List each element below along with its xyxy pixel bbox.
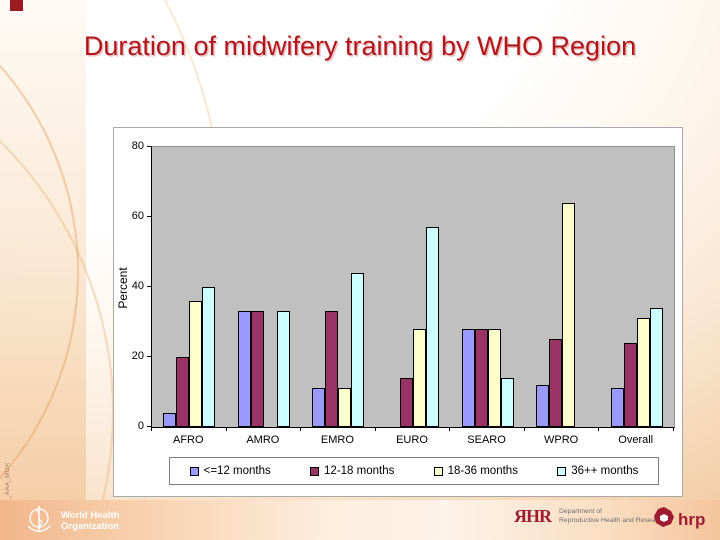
bar-searo--12-months bbox=[461, 329, 475, 427]
bar-euro-12-18-months bbox=[399, 378, 413, 427]
watermark-text: BB_AAA_MGR bbox=[5, 462, 11, 508]
legend-label: 36++ months bbox=[571, 465, 639, 477]
x-tick-mark bbox=[375, 427, 376, 431]
hrp-hexagon-icon bbox=[652, 505, 676, 534]
x-tick-mark bbox=[449, 427, 450, 431]
x-tick-mark bbox=[226, 427, 227, 431]
bar-wpro--12-months bbox=[536, 385, 550, 427]
bar-searo-18-36-months bbox=[487, 329, 501, 427]
bar-emro-36-months bbox=[351, 273, 365, 427]
x-category-label: EMRO bbox=[320, 434, 354, 446]
bar-afro-18-36-months bbox=[189, 301, 203, 427]
rhr-dept-line1: Department of bbox=[559, 508, 603, 516]
hrp-logo-text: hrp bbox=[678, 509, 706, 529]
footer-band: World Health Organization ЯHR Department… bbox=[0, 500, 720, 540]
bar-euro-36-months bbox=[425, 227, 439, 427]
bar-overall-12-18-months bbox=[623, 343, 637, 427]
legend-label: 18-36 months bbox=[447, 465, 518, 477]
x-category-label: SEARO bbox=[467, 434, 506, 446]
who-name-line2: Organization bbox=[61, 520, 120, 532]
legend-swatch-icon bbox=[557, 466, 567, 476]
bar-emro-18-36-months bbox=[338, 388, 352, 427]
legend-label: <=12 months bbox=[203, 465, 271, 477]
bar-searo-36-months bbox=[500, 378, 514, 427]
bar-wpro-18-36-months bbox=[562, 203, 576, 427]
bar-overall-36-months bbox=[649, 308, 663, 427]
bar-amro-12-18-months bbox=[250, 311, 264, 427]
x-tick-mark bbox=[151, 427, 152, 431]
x-tick-mark bbox=[673, 427, 674, 431]
bar-emro-12-18-months bbox=[325, 311, 339, 427]
x-tick-mark bbox=[300, 427, 301, 431]
bar-afro-36-months bbox=[202, 287, 216, 427]
bar-searo-12-18-months bbox=[474, 329, 488, 427]
bar-group-euro bbox=[376, 147, 451, 427]
bar-group-afro bbox=[152, 147, 227, 427]
bar-afro--12-months bbox=[163, 413, 177, 427]
legend-label: 12-18 months bbox=[324, 465, 395, 477]
legend-item: 36++ months bbox=[557, 465, 638, 477]
y-tick-mark bbox=[147, 286, 152, 287]
who-name: World Health Organization bbox=[61, 510, 120, 532]
legend-swatch-icon bbox=[433, 466, 443, 476]
chart-container: Percent 80 60 40 20 0 AFRO AMRO EMRO EURO SEARO WP… bbox=[113, 127, 683, 497]
legend-swatch-icon bbox=[310, 466, 320, 476]
bar-afro-12-18-months bbox=[176, 357, 190, 427]
bar-amro--12-months bbox=[237, 311, 251, 427]
who-name-line1: World Health bbox=[61, 510, 120, 522]
bar-group-amro bbox=[227, 147, 302, 427]
y-tick-label: 0 bbox=[137, 420, 144, 432]
bar-wpro-12-18-months bbox=[549, 339, 563, 427]
bar-euro-18-36-months bbox=[412, 329, 426, 427]
plot-area bbox=[151, 146, 675, 428]
legend-item: <=12 months bbox=[189, 465, 271, 477]
bar-group-searo bbox=[450, 147, 525, 427]
rhr-department-text: Department of Reproductive Health and Re… bbox=[559, 508, 665, 525]
x-tick-mark bbox=[598, 427, 599, 431]
bar-group-wpro bbox=[525, 147, 600, 427]
corner-red-tab bbox=[10, 0, 23, 11]
legend-item: 12-18 months bbox=[310, 465, 394, 477]
chart-legend: <=12 months 12-18 months 18-36 months 36++ … bbox=[169, 457, 659, 485]
slide-title: Duration of midwifery training by WHO Re… bbox=[83, 31, 637, 61]
bar-overall-18-36-months bbox=[636, 318, 650, 427]
x-category-label: AFRO bbox=[173, 434, 204, 446]
rhr-logo: ЯHR bbox=[514, 506, 552, 526]
y-tick-mark bbox=[147, 216, 152, 217]
who-logo-block: World Health Organization bbox=[24, 504, 119, 539]
y-tick-mark bbox=[147, 426, 152, 427]
bar-group-emro bbox=[301, 147, 376, 427]
hrp-logo-block: hrp bbox=[652, 505, 705, 534]
bar-emro--12-months bbox=[312, 388, 326, 427]
who-emblem-icon bbox=[24, 504, 54, 539]
y-tick-label: 20 bbox=[131, 350, 144, 362]
x-category-label: AMRO bbox=[246, 434, 280, 446]
legend-item: 18-36 months bbox=[433, 465, 518, 477]
x-category-label: Overall bbox=[618, 434, 654, 446]
y-tick-mark bbox=[147, 146, 152, 147]
y-tick-label: 60 bbox=[131, 210, 144, 222]
bar-amro-36-months bbox=[276, 311, 290, 427]
x-category-label: WPRO bbox=[544, 434, 579, 446]
x-category-label: EURO bbox=[396, 434, 428, 446]
rhr-dept-line2: Reproductive Health and Research bbox=[559, 516, 665, 524]
legend-swatch-icon bbox=[189, 466, 199, 476]
bar-group-overall bbox=[599, 147, 674, 427]
x-tick-mark bbox=[524, 427, 525, 431]
y-tick-label: 80 bbox=[131, 140, 144, 152]
y-tick-label: 40 bbox=[131, 280, 144, 292]
y-tick-mark bbox=[147, 356, 152, 357]
rhr-logo-block: ЯHR Department of Reproductive Health an… bbox=[514, 506, 665, 527]
bar-overall--12-months bbox=[610, 388, 624, 427]
